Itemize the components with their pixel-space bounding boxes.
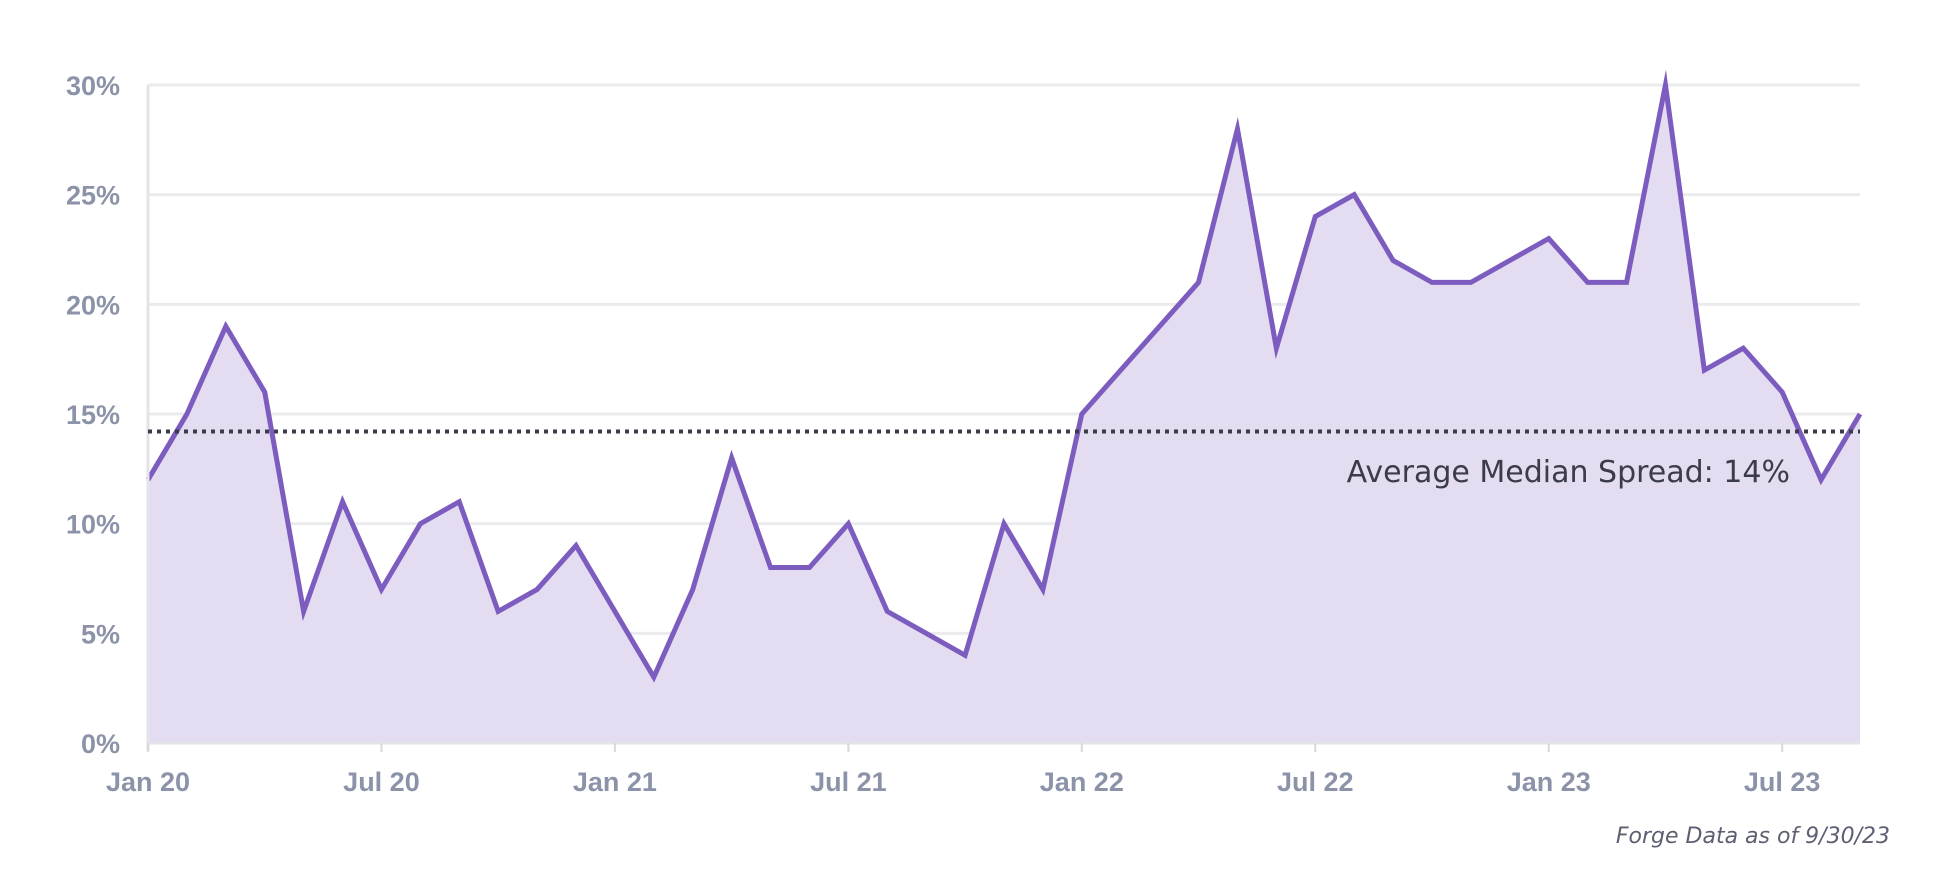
- y-tick-label: 10%: [66, 510, 120, 540]
- tick-labels: 0% 5% 10% 15% 20% 25% 30% Jan 20 Jul 20 Jan 21 Jul…: [66, 71, 1821, 797]
- x-tick-label: Jul 22: [1277, 767, 1354, 797]
- series-line: [145, 69, 1863, 683]
- x-tick-label: Jan 22: [1040, 767, 1124, 797]
- x-tick-label: Jul 20: [343, 767, 420, 797]
- y-tick-label: 30%: [66, 71, 120, 101]
- y-tick-label: 25%: [66, 181, 120, 211]
- series-area: [145, 69, 1863, 743]
- y-tick-label: 20%: [66, 290, 120, 320]
- x-tick-label: Jul 23: [1744, 767, 1821, 797]
- y-tick-label: 15%: [66, 400, 120, 430]
- y-tick-label: 5%: [81, 619, 120, 649]
- x-tick-label: Jul 21: [810, 767, 887, 797]
- average-annotation-label: Average Median Spread: 14%: [1347, 455, 1790, 490]
- data-as-of-footnote: Forge Data as of 9/30/23: [1616, 824, 1890, 849]
- axes: [146, 85, 1860, 752]
- x-tick-label: Jan 23: [1507, 767, 1591, 797]
- y-tick-label: 0%: [81, 729, 120, 759]
- x-tick-label: Jan 20: [106, 767, 190, 797]
- x-tick-label: Jan 21: [573, 767, 657, 797]
- series-area-fill: [148, 85, 1860, 743]
